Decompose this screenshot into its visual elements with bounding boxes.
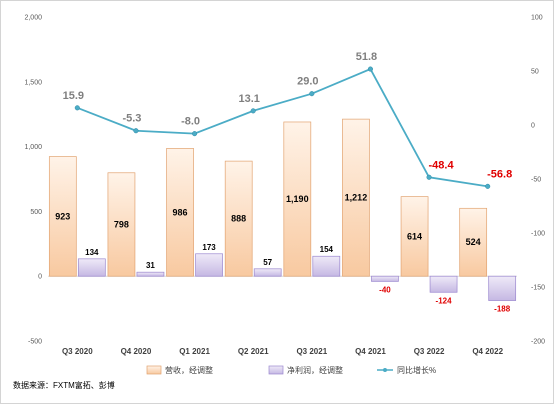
y-left-tick-label: 500 bbox=[30, 209, 42, 216]
net-profit-bar bbox=[253, 268, 282, 277]
revenue-bar bbox=[166, 148, 194, 277]
x-category-label: Q3 2020 bbox=[62, 347, 93, 356]
x-category-label: Q4 2020 bbox=[121, 347, 152, 356]
x-category-label: Q4 2021 bbox=[355, 347, 386, 356]
y-left-tick-label: 1,000 bbox=[24, 144, 42, 151]
yoy-point bbox=[133, 128, 139, 134]
x-category-label: Q3 2021 bbox=[296, 347, 327, 356]
revenue-bar bbox=[283, 121, 312, 277]
revenue-value-label: 1,190 bbox=[286, 194, 309, 204]
revenue-bar bbox=[459, 207, 488, 277]
net-profit-bar bbox=[488, 275, 517, 301]
yoy-growth-line bbox=[76, 67, 488, 188]
x-category-label: Q4 2022 bbox=[472, 347, 503, 356]
yoy-point bbox=[485, 183, 491, 189]
yoy-value-label: -56.8 bbox=[487, 168, 512, 180]
net-profit-value-label: -40 bbox=[379, 285, 391, 294]
y-left-tick-label: -500 bbox=[28, 339, 42, 346]
data-source-note: 数据来源：FXTM富拓、彭博 bbox=[13, 380, 115, 390]
y-right-tick-label: 50 bbox=[531, 69, 539, 76]
revenue-bar bbox=[224, 160, 253, 277]
yoy-point bbox=[426, 174, 432, 180]
y-right-tick-label: 100 bbox=[531, 15, 543, 22]
revenue-value-label: 888 bbox=[231, 214, 246, 224]
y-right-tick-label: -150 bbox=[531, 285, 545, 292]
net-profit-value-label: 154 bbox=[320, 245, 334, 254]
revenue-bar bbox=[107, 172, 136, 277]
revenue-bar bbox=[48, 156, 77, 277]
yoy-point bbox=[74, 105, 80, 111]
net-profit-value-label: 173 bbox=[202, 243, 216, 252]
net-profit-value-label: 134 bbox=[85, 248, 99, 257]
x-category-label: Q1 2021 bbox=[179, 347, 210, 356]
yoy-value-label: 51.8 bbox=[356, 51, 377, 63]
revenue-value-label: 1,212 bbox=[345, 193, 368, 203]
yoy-value-label: -48.4 bbox=[429, 159, 455, 171]
yoy-point bbox=[192, 131, 198, 137]
y-left-tick-label: 0 bbox=[38, 274, 42, 281]
x-category-label: Q3 2022 bbox=[414, 347, 445, 356]
yoy-point bbox=[309, 91, 315, 97]
yoy-value-label: 13.1 bbox=[238, 93, 259, 105]
yoy-value-label: 29.0 bbox=[297, 76, 318, 88]
revenue-value-label: 923 bbox=[55, 211, 70, 221]
y-right-tick-label: -50 bbox=[531, 177, 541, 184]
y-right-tick-label: 0 bbox=[531, 123, 535, 130]
revenue-bar bbox=[342, 118, 370, 277]
yoy-value-label: -8.0 bbox=[181, 116, 200, 128]
net-profit-bar bbox=[195, 253, 223, 277]
yoy-value-label: 15.9 bbox=[63, 90, 84, 102]
yoy-point bbox=[250, 108, 256, 114]
net-profit-value-label: -188 bbox=[494, 305, 511, 314]
legend-revenue-label: 营收，经调整 bbox=[165, 365, 213, 375]
y-right-tick-label: -100 bbox=[531, 231, 545, 238]
y-left-tick-label: 1,500 bbox=[24, 79, 42, 86]
revenue-value-label: 798 bbox=[114, 219, 129, 229]
net-profit-bar bbox=[312, 255, 341, 277]
net-profit-value-label: -124 bbox=[436, 296, 453, 305]
revenue-value-label: 524 bbox=[466, 237, 481, 247]
y-right-tick-label: -200 bbox=[531, 339, 545, 346]
net-profit-value-label: 57 bbox=[263, 258, 272, 267]
revenue-value-label: 986 bbox=[173, 207, 188, 217]
revenue-bar bbox=[400, 196, 429, 277]
yoy-point bbox=[367, 66, 373, 72]
legend-yoy-marker bbox=[383, 368, 387, 372]
legend-yoy-label: 同比增长% bbox=[397, 365, 436, 375]
net-profit-value-label: 31 bbox=[146, 261, 155, 270]
legend-revenue-swatch bbox=[146, 365, 162, 375]
net-profit-bar bbox=[77, 258, 106, 277]
y-left-tick-label: 2,000 bbox=[24, 15, 42, 22]
legend-net-profit-label: 净利润，经调整 bbox=[287, 365, 343, 375]
yoy-value-label: -5.3 bbox=[122, 113, 141, 125]
legend-net-profit-swatch bbox=[268, 365, 284, 375]
net-profit-bar bbox=[429, 275, 458, 293]
revenue-value-label: 614 bbox=[407, 231, 422, 241]
x-category-label: Q2 2021 bbox=[238, 347, 269, 356]
net-profit-bar bbox=[371, 275, 399, 282]
net-profit-bar bbox=[136, 271, 165, 277]
